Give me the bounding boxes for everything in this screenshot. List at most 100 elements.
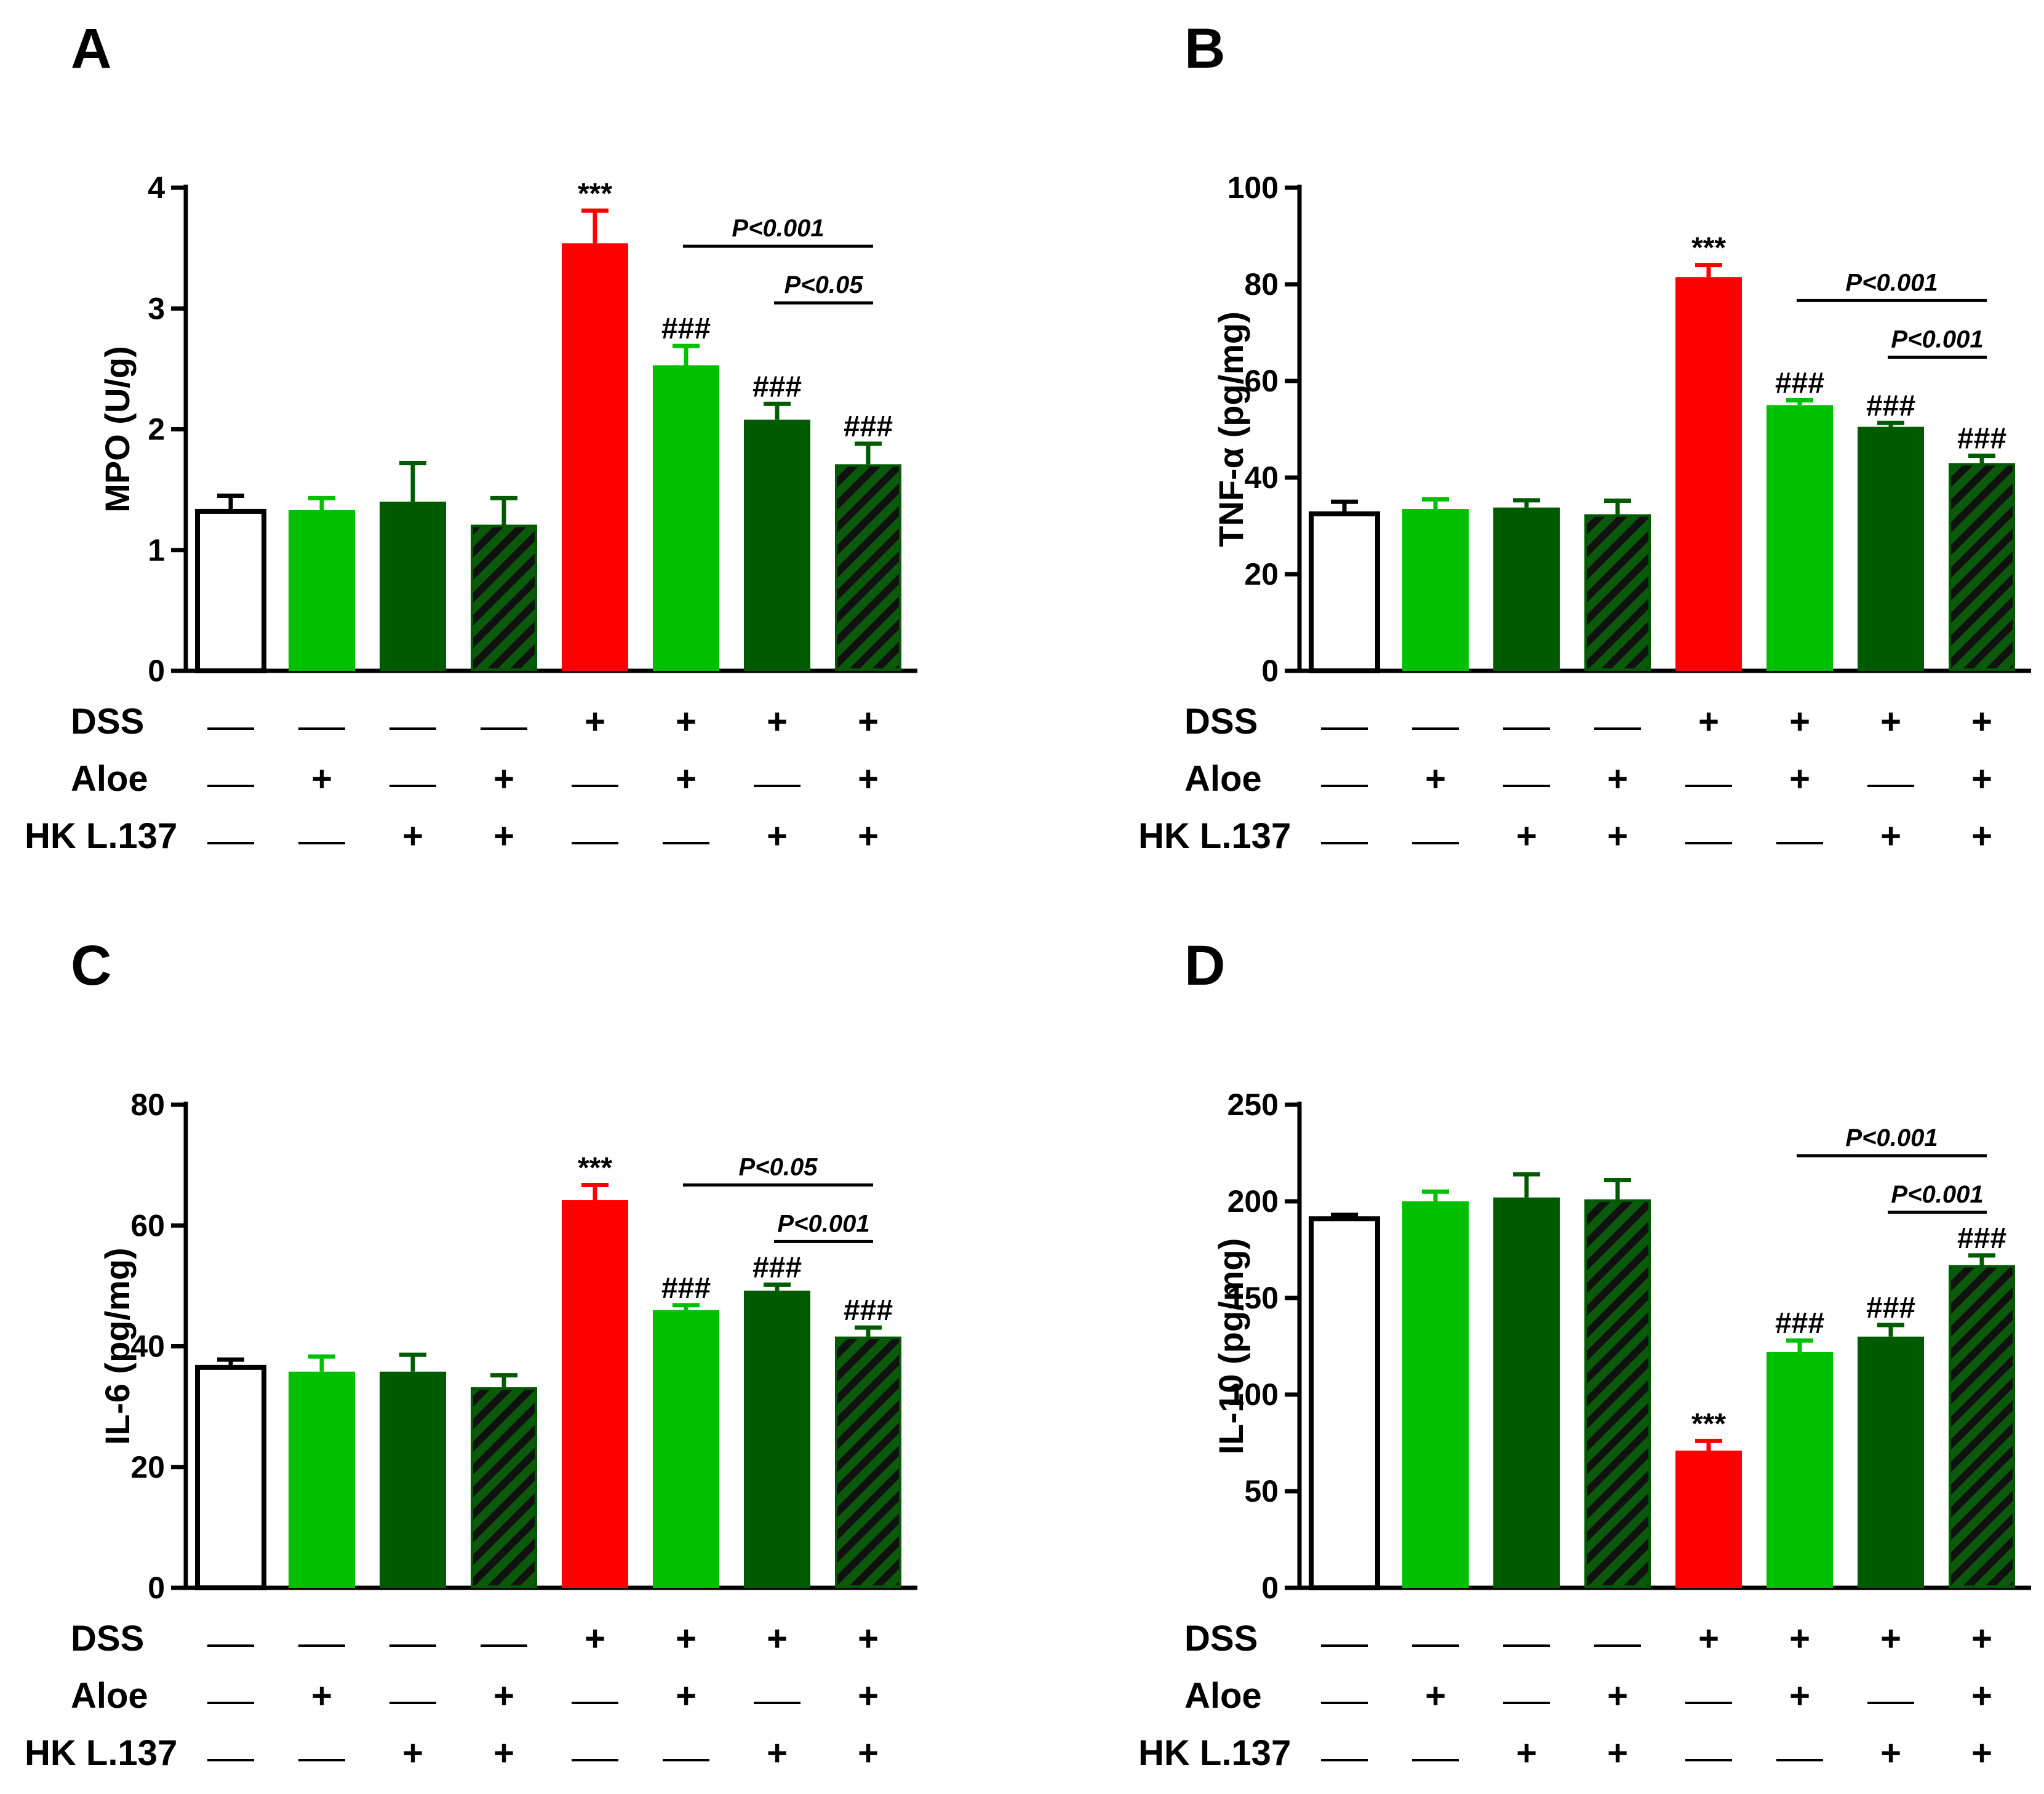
row-label-aloe: Aloe [1184, 1676, 1262, 1716]
bar-dss-aloe-hk-l-137 [1949, 1265, 2015, 1588]
panel-c: C IL-6 (pg/mg) 0 20 40 60 80 *** ### ### ### P<0.05… [12, 929, 997, 1791]
row-plus-mark: + [1789, 1619, 1810, 1659]
row-plus-mark: + [1607, 1676, 1628, 1716]
significance-label: ### [1866, 1292, 1915, 1324]
bar-aloe [1402, 1201, 1469, 1588]
panel-a: A MPO (U/g) 0 1 2 3 4 *** ### ### ### P<0.001 P<0.05… [12, 12, 997, 874]
significance-label: ### [661, 313, 711, 345]
y-axis-label: MPO (U/g) [98, 346, 137, 513]
bar-outline [471, 524, 537, 671]
bar-dss [1675, 277, 1742, 671]
row-label-dss: DSS [71, 702, 144, 742]
row-plus-mark: + [858, 1676, 879, 1716]
row-plus-mark: + [767, 1619, 788, 1659]
bar-hk-l-137 [1493, 507, 1560, 671]
y-axis-label: IL-6 (pg/mg) [98, 1247, 137, 1444]
comparison-p-value: P<0.001 [1891, 1181, 1983, 1208]
y-tick-label: 200 [1228, 1184, 1279, 1219]
row-label-aloe: Aloe [1184, 759, 1262, 799]
row-plus-mark: + [1516, 816, 1537, 856]
y-axis-label: TNF-α (pg/mg) [1212, 311, 1250, 547]
bar-aloe [289, 510, 355, 671]
row-label-hk-l-137: HK L.137 [1138, 1733, 1291, 1773]
row-plus-mark: + [493, 816, 514, 856]
row-plus-mark: + [676, 1619, 697, 1659]
chart-svg-d: D IL-10 (pg/mg) 0 50 100 150 200 250 *** ### ### ##… [1138, 934, 2031, 1773]
row-plus-mark: + [858, 816, 879, 856]
row-plus-mark: + [493, 1676, 514, 1716]
y-tick-label: 150 [1228, 1281, 1279, 1315]
row-plus-mark: + [1698, 1619, 1719, 1659]
row-plus-mark: + [1971, 702, 1992, 742]
bar-hk-l-137 [380, 502, 446, 671]
row-plus-mark: + [311, 1676, 332, 1716]
row-plus-mark: + [767, 816, 788, 856]
significance-label: ### [1957, 1222, 2006, 1255]
row-plus-mark: + [1880, 1619, 1901, 1659]
row-label-hk-l-137: HK L.137 [1138, 816, 1291, 856]
significance-label: *** [578, 1152, 612, 1185]
row-label-hk-l-137: HK L.137 [25, 816, 177, 856]
bar-control [1309, 1216, 1380, 1590]
bar-dss-hk-l-137 [744, 419, 810, 671]
bar-dss-aloe [653, 365, 719, 671]
significance-label: ### [1775, 1307, 1824, 1340]
bar-dss-aloe [1767, 405, 1833, 671]
chart-svg-a: A MPO (U/g) 0 1 2 3 4 *** ### ### ### P<0.001 P<0.05… [25, 17, 917, 856]
bar-aloe [1402, 509, 1469, 671]
row-plus-mark: + [676, 759, 697, 799]
bar-outline [835, 1336, 901, 1588]
row-label-hk-l-137: HK L.137 [25, 1733, 177, 1773]
bar-aloe-hk-l-137 [1584, 1199, 1651, 1588]
row-plus-mark: + [1880, 816, 1901, 856]
bar-dss [1675, 1451, 1742, 1588]
significance-label: ### [1775, 367, 1824, 399]
y-tick-label: 40 [1244, 460, 1279, 495]
bar-dss-hk-l-137 [1858, 426, 1924, 671]
y-tick-label: 100 [1228, 170, 1279, 205]
row-plus-mark: + [1971, 816, 1992, 856]
row-plus-mark: + [858, 1733, 879, 1773]
bar-dss-aloe-hk-l-137 [835, 1336, 901, 1588]
significance-label: ### [1866, 390, 1915, 422]
y-tick-label: 100 [1228, 1377, 1279, 1412]
y-tick-label: 80 [130, 1087, 165, 1122]
row-label-aloe: Aloe [71, 1676, 148, 1716]
y-tick-label: 0 [1261, 1571, 1279, 1605]
bar-dss [562, 243, 628, 671]
significance-label: *** [578, 177, 612, 210]
row-plus-mark: + [1971, 1676, 1992, 1716]
chart-svg-b: B TNF-α (pg/mg) 0 20 40 60 80 100 *** ### ### ### P<… [1138, 17, 2031, 856]
y-tick-label: 4 [148, 170, 165, 205]
row-plus-mark: + [1425, 759, 1446, 799]
bar-dss-aloe [1767, 1352, 1833, 1588]
bar-aloe-hk-l-137 [471, 524, 537, 671]
row-plus-mark: + [1789, 702, 1810, 742]
row-plus-mark: + [1607, 816, 1628, 856]
panel-letter: B [1184, 17, 1225, 80]
bar-dss-aloe-hk-l-137 [835, 464, 901, 671]
significance-label: ### [753, 1251, 802, 1284]
row-label-dss: DSS [1184, 702, 1258, 742]
y-tick-label: 250 [1228, 1087, 1279, 1122]
row-plus-mark: + [1880, 1733, 1901, 1773]
bar-outline [1584, 1199, 1651, 1588]
bar-dss-hk-l-137 [1858, 1336, 1924, 1588]
row-label-dss: DSS [71, 1619, 144, 1659]
y-tick-label: 40 [130, 1329, 165, 1364]
row-label-dss: DSS [1184, 1619, 1258, 1659]
row-plus-mark: + [311, 759, 332, 799]
y-tick-label: 20 [130, 1450, 165, 1484]
comparison-p-value: P<0.05 [739, 1153, 818, 1180]
comparison-p-value: P<0.05 [784, 271, 864, 298]
row-plus-mark: + [858, 1619, 879, 1659]
y-tick-label: 50 [1244, 1474, 1279, 1508]
significance-label: ### [844, 410, 893, 443]
row-plus-mark: + [1607, 759, 1628, 799]
significance-label: ### [844, 1294, 893, 1327]
row-plus-mark: + [1971, 1619, 1992, 1659]
comparison-p-value: P<0.001 [1845, 1124, 1938, 1151]
row-plus-mark: + [1971, 1733, 1992, 1773]
y-tick-label: 60 [130, 1208, 165, 1243]
row-plus-mark: + [585, 1619, 605, 1659]
